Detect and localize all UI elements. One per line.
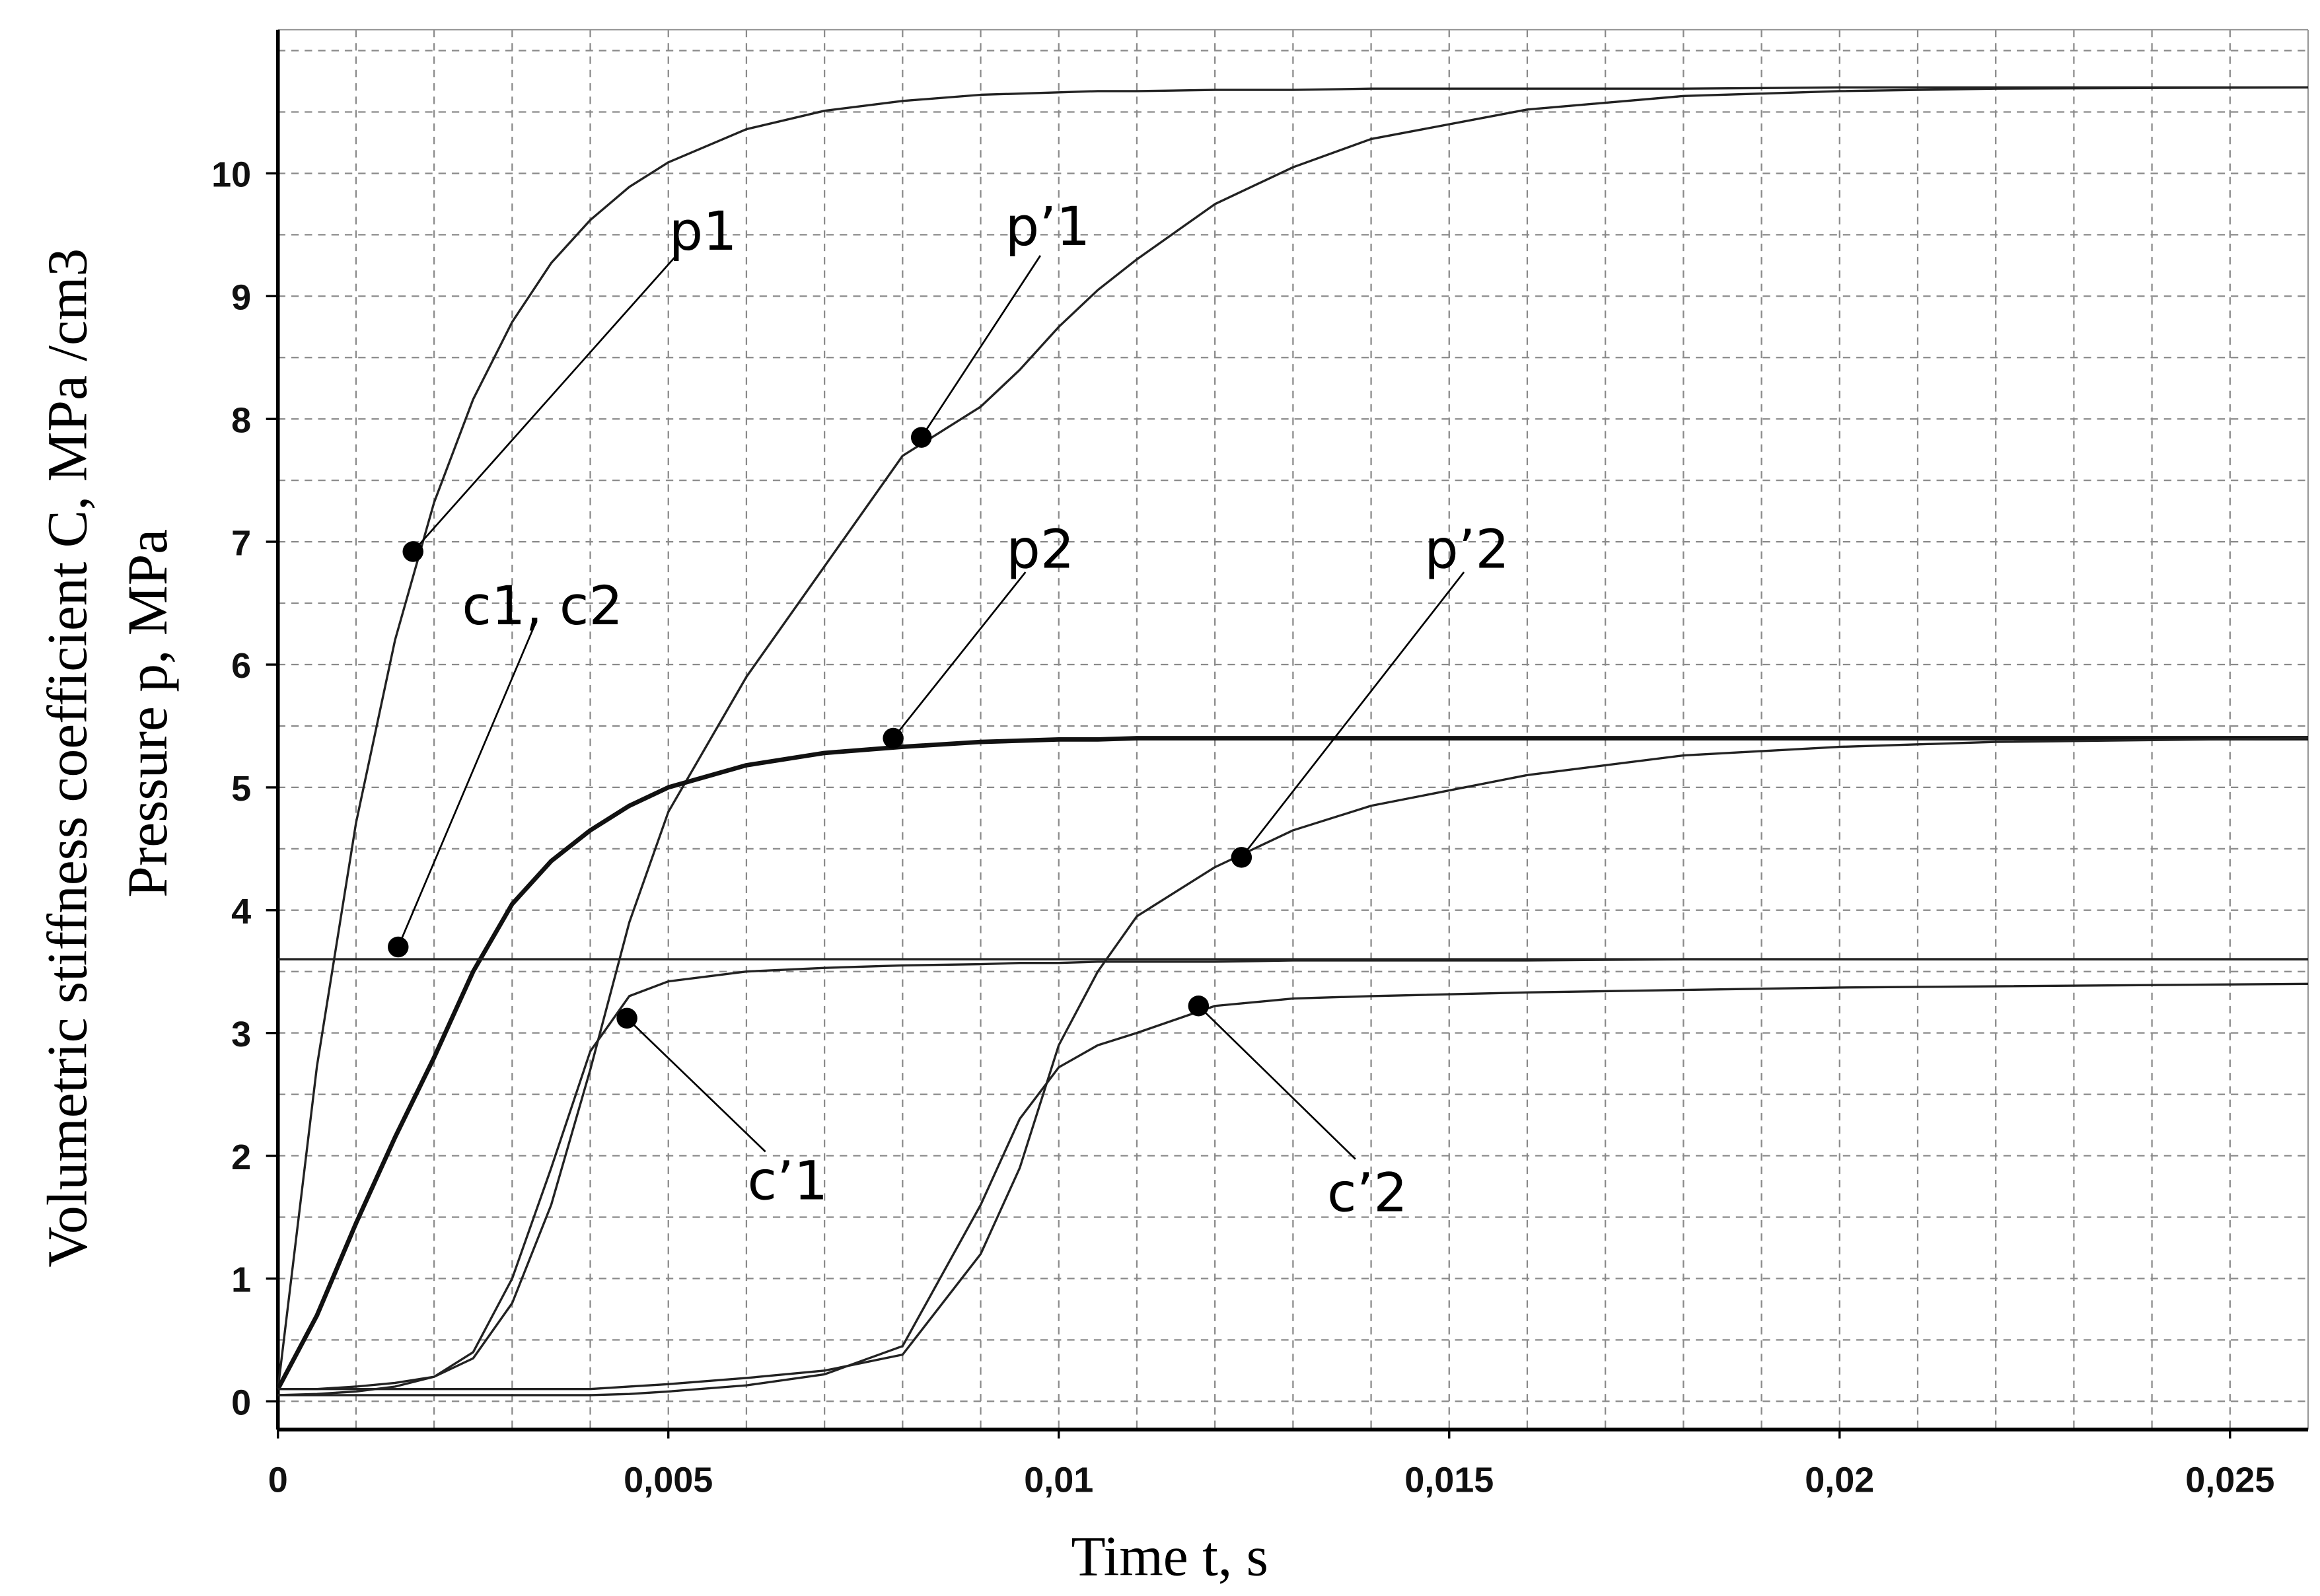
y-tick-label: 6 bbox=[231, 646, 251, 686]
y-tick-label: 1 bbox=[231, 1260, 251, 1300]
marker-dot bbox=[388, 936, 409, 958]
y-tick-label: 7 bbox=[231, 523, 251, 563]
marker-dot bbox=[1188, 996, 1210, 1017]
curve-label: p’1 bbox=[1005, 196, 1091, 258]
data-line bbox=[277, 982, 2309, 1396]
y-axis-title: Pressure p, MPa bbox=[117, 529, 179, 898]
curve-label: p1 bbox=[669, 201, 737, 263]
leader-line bbox=[920, 255, 1042, 438]
x-axis-title: Time t, s bbox=[1071, 1526, 1268, 1588]
curve-label: c1, c2 bbox=[462, 575, 623, 637]
marker-dot bbox=[883, 727, 904, 749]
curve-label: c’1 bbox=[748, 1150, 828, 1212]
y-axis-title: Volumetric stiffness coefficient C, MPa … bbox=[36, 248, 98, 1268]
marker-dot bbox=[1231, 847, 1252, 868]
leader-line bbox=[397, 624, 536, 948]
x-tick-label: 0,015 bbox=[1404, 1461, 1494, 1500]
x-tick-label: 0 bbox=[268, 1461, 288, 1500]
data-line bbox=[275, 736, 2309, 1391]
y-tick-label: 4 bbox=[231, 892, 251, 931]
curve-label: p2 bbox=[1006, 519, 1074, 581]
x-tick-label: 0,01 bbox=[1024, 1461, 1093, 1500]
data-line bbox=[277, 737, 2309, 1391]
curve-label: c’2 bbox=[1327, 1162, 1408, 1224]
y-tick-label: 8 bbox=[231, 400, 251, 440]
y-tick-label: 3 bbox=[231, 1015, 251, 1054]
data-line bbox=[277, 958, 2309, 1396]
y-tick-label: 5 bbox=[231, 769, 251, 809]
marker-dot bbox=[616, 1007, 637, 1029]
y-tick-label: 2 bbox=[231, 1138, 251, 1177]
x-tick-label: 0,025 bbox=[2185, 1461, 2274, 1500]
x-tick-label: 0,02 bbox=[1805, 1461, 1874, 1500]
data-line bbox=[277, 86, 2309, 1389]
y-tick-label: 9 bbox=[231, 278, 251, 318]
leader-line bbox=[626, 1017, 766, 1153]
data-line bbox=[277, 86, 2309, 1391]
y-tick-label: 0 bbox=[231, 1383, 251, 1423]
marker-dot bbox=[402, 541, 423, 562]
leader-line bbox=[1241, 571, 1465, 858]
curve-label: p’2 bbox=[1424, 519, 1509, 581]
x-tick-label: 0,005 bbox=[624, 1461, 713, 1500]
leader-line bbox=[412, 255, 677, 552]
marker-dot bbox=[910, 427, 932, 448]
y-tick-label: 10 bbox=[211, 155, 251, 195]
leader-line bbox=[1198, 1005, 1356, 1160]
leader-line bbox=[892, 571, 1027, 739]
